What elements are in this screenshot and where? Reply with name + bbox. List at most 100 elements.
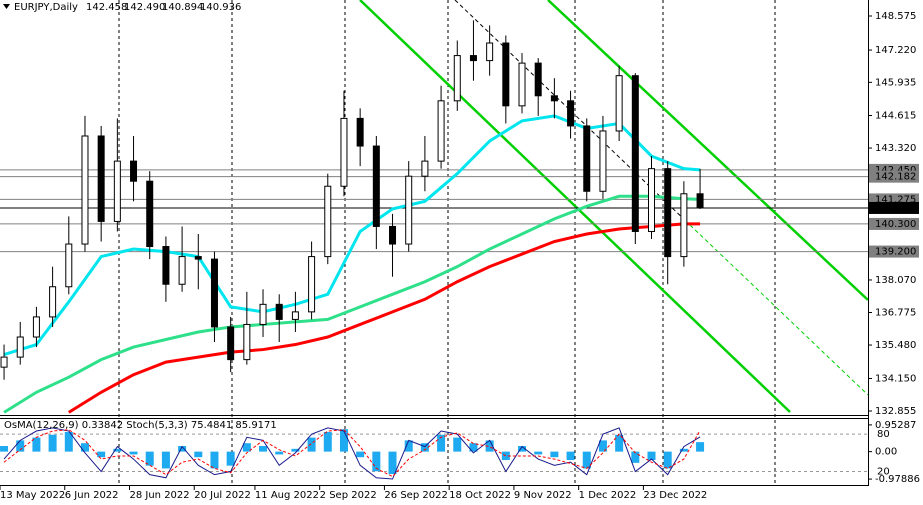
candle-body [0, 356, 8, 368]
candle-body [340, 117, 348, 187]
histogram-bar [129, 451, 138, 455]
vertical-separators [118, 0, 776, 485]
candle-body [97, 135, 105, 222]
candle-body [469, 55, 477, 62]
histogram-bar [663, 451, 672, 469]
histogram-bar [356, 451, 365, 458]
level-label: 140.936 [875, 203, 916, 214]
candle-body [194, 256, 202, 260]
histogram-bar [323, 431, 332, 452]
y2-tick-label: 80 [877, 429, 890, 440]
candle-body [32, 316, 40, 338]
candle-body [324, 185, 332, 258]
y-tick-label: 147.220 [875, 45, 916, 56]
candle-body [243, 323, 251, 361]
candle-body [664, 168, 672, 258]
candle-body [259, 303, 267, 325]
histogram-bar [97, 451, 106, 458]
y-tick-label: 143.320 [875, 143, 916, 154]
candle-body [550, 95, 558, 102]
histogram-bar [178, 446, 187, 452]
histogram-bar [226, 451, 235, 466]
candle-body [389, 225, 397, 245]
candle-body [81, 135, 89, 245]
ohlc-value: 142.490 [124, 2, 165, 13]
histogram-bar [210, 451, 219, 469]
histogram-bar [242, 443, 251, 452]
candle-body [308, 256, 316, 313]
level-label-box [869, 245, 919, 258]
level-label: 141.275 [875, 194, 916, 205]
histogram-bar [64, 431, 73, 452]
candle-body [567, 100, 575, 127]
y-tick-label: 136.775 [875, 308, 916, 319]
x-tick-label: 6 Jun 2022 [65, 490, 119, 501]
candle-body [210, 258, 218, 328]
menu-triangle[interactable] [3, 4, 10, 9]
histogram-bar [307, 437, 316, 452]
candle-body [130, 160, 138, 182]
histogram-bar [420, 443, 429, 452]
histogram-bar [259, 446, 268, 452]
candle-body [648, 168, 656, 232]
histogram-bar [534, 451, 543, 455]
y-tick-label: 134.150 [875, 373, 916, 384]
candle-body [615, 75, 623, 132]
histogram-bar [145, 451, 154, 466]
histogram-bar [291, 448, 300, 452]
candle-body [534, 62, 542, 97]
y-tick-label: 135.480 [875, 340, 916, 351]
y-tick-label: 144.615 [875, 111, 916, 122]
histogram-bar [550, 451, 559, 458]
x-tick-label: 2 Sep 2022 [320, 490, 377, 501]
y-tick-label: 132.855 [875, 406, 916, 417]
candle-body [227, 326, 235, 361]
trend-line [689, 224, 869, 396]
y-tick-label: 0.00 [875, 447, 897, 458]
candle-body [356, 117, 364, 147]
x-tick-label: 9 Nov 2022 [514, 490, 572, 501]
candle-body [583, 125, 591, 192]
candle-body [113, 160, 121, 222]
candle-body [502, 42, 510, 107]
histogram-bar [485, 440, 494, 452]
y-tick-label: 0.95287 [875, 420, 916, 431]
candle-body [405, 175, 413, 245]
level-label: 142.450 [875, 165, 916, 176]
histogram-bar [518, 446, 527, 452]
histogram-bar [339, 429, 348, 452]
histogram-bar [679, 448, 688, 452]
histogram-bar [647, 451, 656, 461]
ohlc-value: 140.894 [162, 2, 203, 13]
candle-body [437, 100, 445, 162]
y-tick-label: 145.935 [875, 77, 916, 88]
histogram-bar [404, 440, 413, 452]
level-label-box [869, 170, 919, 183]
line-series [3, 114, 701, 357]
candle-body [65, 243, 73, 288]
histogram-bar [161, 451, 170, 469]
line-series [3, 427, 701, 480]
candle-body [49, 286, 57, 318]
candle-body [453, 55, 461, 102]
x-tick-label: 11 Aug 2022 [255, 490, 319, 501]
level-label: 140.300 [875, 219, 916, 230]
candle-body [518, 62, 526, 107]
y-tick-label: 138.070 [875, 275, 916, 286]
x-tick-label: 1 Dec 2022 [579, 490, 637, 501]
plot: 148.575 147.220 145.935 144.615 143.320 138.0… [0, 11, 920, 501]
candle-body [291, 311, 299, 320]
candle-body [16, 336, 24, 358]
histogram-bar [453, 437, 462, 452]
symbol-title: EURJPY,Daily [14, 2, 78, 13]
histogram-bar [437, 434, 446, 452]
candle-body [178, 256, 186, 285]
x-tick-label: 13 May 2022 [0, 490, 65, 501]
x-tick-label: 18 Oct 2022 [449, 490, 511, 501]
histogram-bar [372, 451, 381, 472]
candle-body [599, 130, 607, 192]
channel-line [359, 0, 791, 413]
channel-line [547, 0, 869, 301]
y2-tick-label: 20 [877, 467, 890, 478]
